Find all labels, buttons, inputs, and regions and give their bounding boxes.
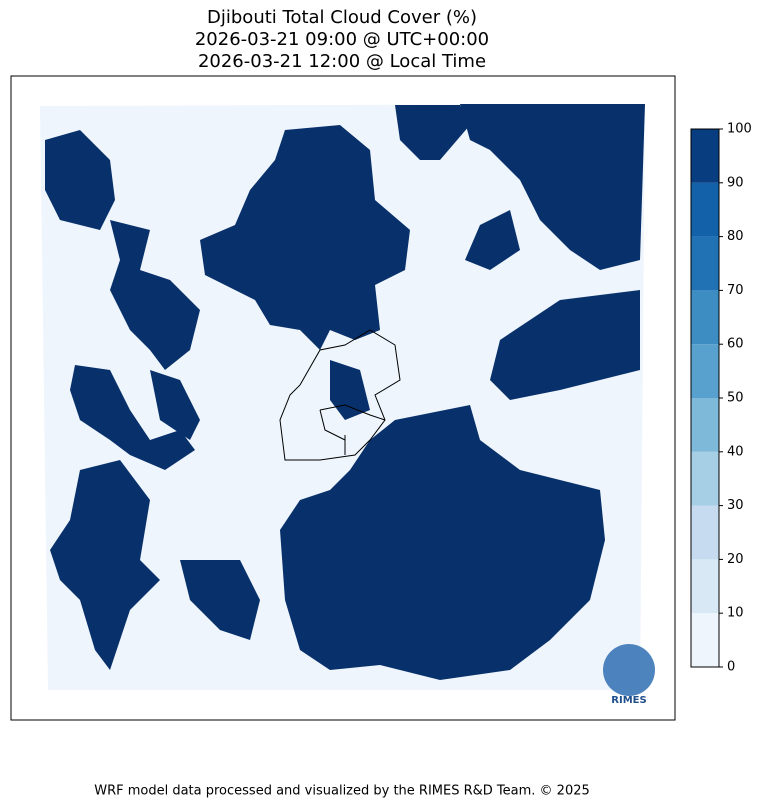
title-line: 2026-03-21 12:00 @ Local Time <box>198 51 486 72</box>
colorbar-segment <box>691 398 719 452</box>
colorbar-frame <box>690 128 720 668</box>
logo-text: RIMES <box>611 695 646 706</box>
colorbar-segment <box>691 129 719 183</box>
colorbar-tick-label: 70 <box>727 283 744 298</box>
colorbar-segment <box>691 559 719 614</box>
title-line: Djibouti Total Cloud Cover (%) <box>207 7 477 28</box>
cloud-field <box>40 104 645 690</box>
colorbar-tick-label: 10 <box>727 606 744 621</box>
colorbar-tick-label: 100 <box>727 122 752 137</box>
colorbar-tick-label: 40 <box>727 444 744 459</box>
colorbar-tick-label: 60 <box>727 337 744 352</box>
footer: WRF model data processed and visualized … <box>94 784 590 799</box>
logo-emblem <box>603 644 655 696</box>
cloud-blobs <box>45 104 645 680</box>
colorbar-segment <box>691 505 719 560</box>
colorbar-segment <box>691 236 719 291</box>
title-line: 2026-03-21 09:00 @ UTC+00:00 <box>195 29 489 50</box>
colorbar-segment <box>691 451 719 506</box>
colorbar-segment <box>691 344 719 398</box>
colorbar-segment <box>691 182 719 237</box>
colorbar: 0 10 20 30 40 50 60 70 80 90 100 <box>691 122 752 675</box>
logo: RIMES <box>603 644 655 706</box>
colorbar-tick-label: 20 <box>727 552 744 567</box>
colorbar-tick-label: 80 <box>727 229 744 244</box>
colorbar-tick-label: 50 <box>727 391 744 406</box>
colorbar-segment <box>691 613 719 667</box>
colorbar-segment <box>691 290 719 345</box>
colorbar-tick-label: 30 <box>727 498 744 513</box>
colorbar-tick-label: 0 <box>727 660 735 675</box>
colorbar-tick-label: 90 <box>727 175 744 190</box>
country-borders <box>279 329 401 461</box>
